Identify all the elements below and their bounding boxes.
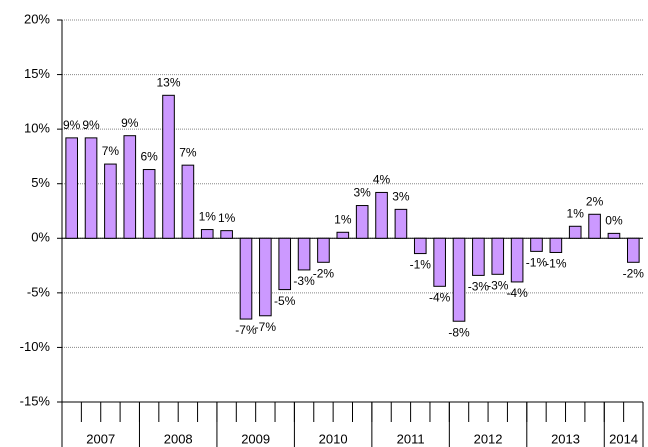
value-label: 9% (121, 116, 139, 130)
y-tick-label: 10% (24, 121, 50, 136)
bar (220, 230, 233, 239)
value-label: 2% (586, 194, 604, 208)
x-group-label: 2008 (164, 431, 193, 446)
value-label: 9% (63, 118, 81, 132)
bar (239, 237, 253, 320)
bar (588, 213, 601, 239)
value-label: -3% (468, 280, 490, 294)
bar (181, 164, 195, 239)
x-group-label: 2007 (86, 431, 115, 446)
bar (104, 163, 117, 239)
y-tick-label: -5% (27, 284, 51, 299)
value-label: 4% (373, 173, 391, 187)
value-label: 1% (334, 212, 352, 226)
bar (297, 237, 311, 271)
value-label: -1% (545, 257, 567, 271)
value-label: -2% (313, 266, 335, 280)
bar (627, 237, 640, 263)
y-tick-label: 0% (31, 230, 50, 245)
bar (259, 237, 272, 317)
value-label: 7% (179, 145, 197, 159)
x-group-label: 2014 (609, 431, 638, 446)
value-label: -3% (293, 274, 315, 288)
y-tick-label: 15% (24, 66, 50, 81)
value-label: -7% (235, 323, 257, 337)
bar (491, 237, 505, 275)
bar (530, 237, 543, 252)
bar (162, 94, 175, 239)
bar (413, 237, 427, 255)
value-label: 1% (218, 211, 236, 225)
value-label: 9% (82, 118, 100, 132)
bar (394, 208, 408, 239)
x-group-label: 2012 (474, 431, 503, 446)
x-group-label: 2011 (397, 431, 425, 446)
bar (123, 135, 137, 239)
value-label: -4% (506, 286, 528, 300)
value-label: 13% (157, 75, 181, 89)
value-label: 1% (199, 210, 217, 224)
value-label: 7% (102, 144, 120, 158)
bar (452, 237, 466, 322)
value-label: -4% (429, 290, 451, 304)
value-label: -7% (255, 320, 277, 334)
value-label: 0% (605, 214, 623, 228)
value-label: -3% (487, 278, 509, 292)
x-group-label: 2009 (241, 431, 270, 446)
value-label: -8% (448, 325, 470, 339)
bar (549, 237, 563, 253)
y-tick-label: -15% (20, 393, 51, 408)
bar (200, 229, 214, 239)
bar (375, 191, 388, 239)
bar (510, 237, 524, 283)
bar (278, 237, 292, 291)
value-label: 3% (392, 190, 410, 204)
bar (472, 237, 485, 276)
bar (84, 137, 98, 239)
bar (355, 205, 369, 239)
value-label: -2% (623, 266, 645, 280)
bar (65, 137, 78, 239)
value-label: -1% (526, 256, 548, 270)
bar (607, 232, 621, 239)
value-label: -1% (410, 258, 432, 272)
bar (568, 225, 582, 239)
x-group-label: 2013 (551, 431, 580, 446)
y-tick-label: -10% (20, 339, 51, 354)
value-label: 3% (354, 186, 372, 200)
value-label: 1% (567, 206, 585, 220)
bar (433, 237, 446, 287)
value-label: 6% (140, 150, 158, 164)
x-group-label: 2010 (319, 431, 348, 446)
bar (336, 231, 350, 239)
y-tick-label: 5% (31, 175, 50, 190)
bar (317, 237, 330, 263)
value-label: -5% (274, 294, 296, 308)
y-tick-label: 20% (24, 11, 50, 26)
bar (142, 169, 156, 239)
